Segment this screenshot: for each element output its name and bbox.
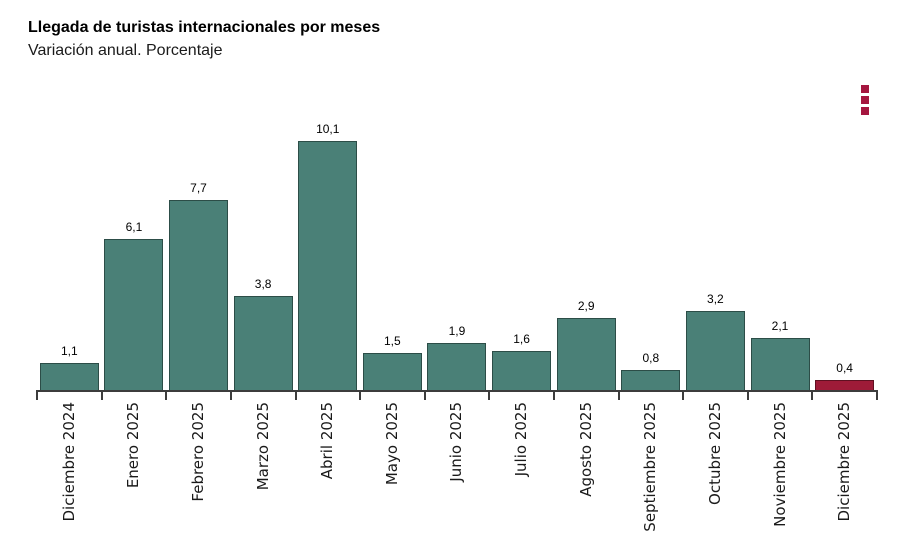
bar-cell: 3,2 <box>683 0 748 390</box>
bar-value-label: 0,4 <box>836 361 853 376</box>
x-axis-label: Septiembre 2025 <box>641 402 660 532</box>
bar[interactable] <box>233 296 293 390</box>
bar-cell: 1,5 <box>360 0 425 390</box>
x-axis-label-cell: Mayo 2025 <box>360 402 425 485</box>
x-axis-tick <box>682 391 685 400</box>
x-axis-label: Diciembre 2024 <box>59 402 78 522</box>
x-axis-label: Enero 2025 <box>124 402 143 489</box>
bar[interactable] <box>621 370 681 390</box>
x-axis-label: Junio 2025 <box>447 402 466 482</box>
x-axis-tick <box>294 391 297 400</box>
x-axis-label: Febrero 2025 <box>189 402 208 502</box>
bar-cell: 1,6 <box>489 0 554 390</box>
x-axis-label-cell: Diciembre 2024 <box>37 402 102 522</box>
bar-value-label: 6,1 <box>125 220 143 235</box>
bar[interactable] <box>427 343 487 390</box>
x-axis-tick <box>811 391 814 400</box>
kebab-menu-icon[interactable] <box>861 85 870 115</box>
bar-cell: 0,4 <box>812 0 877 390</box>
x-axis-line <box>36 390 878 392</box>
x-axis-ticks <box>36 391 878 401</box>
x-axis-tick <box>165 391 168 400</box>
bar[interactable] <box>169 199 229 390</box>
x-axis-label-cell: Noviembre 2025 <box>748 402 813 527</box>
x-axis-label: Agosto 2025 <box>576 402 595 497</box>
bar-value-label: 3,2 <box>707 292 724 306</box>
x-axis-tick <box>100 391 103 400</box>
x-axis-labels: Diciembre 2024 Enero 2025 Febrero 2025 Marz… <box>37 402 877 541</box>
menu-dot <box>861 85 869 93</box>
bar-cell: 1,9 <box>425 0 490 390</box>
x-axis-label: Marzo 2025 <box>253 402 272 491</box>
bar-value-label: 2,9 <box>577 299 595 314</box>
menu-dot <box>861 96 869 104</box>
bar-cell: 2,9 <box>554 0 619 390</box>
bar[interactable] <box>750 338 810 390</box>
x-axis-tick <box>876 391 878 400</box>
bar[interactable] <box>556 318 616 390</box>
bar[interactable] <box>362 353 422 390</box>
bar[interactable] <box>298 140 358 390</box>
x-axis-tick <box>423 391 426 400</box>
x-axis-tick <box>746 391 749 400</box>
x-axis-tick <box>359 391 362 400</box>
bar-cell: 1,1 <box>37 0 102 390</box>
bar-cell: 6,1 <box>102 0 167 390</box>
x-axis-label: Mayo 2025 <box>382 402 401 486</box>
x-axis-label-cell: Abril 2025 <box>295 402 360 479</box>
bar[interactable] <box>104 239 164 390</box>
x-axis-tick <box>488 391 491 400</box>
chart-title: Llegada de turistas internacionales por … <box>28 19 381 36</box>
x-axis-tick <box>36 391 38 400</box>
bar[interactable] <box>685 311 745 390</box>
bar-value-label: 2,1 <box>771 319 789 334</box>
bar-cell: 7,7 <box>166 0 231 390</box>
bar-value-label: 1,9 <box>448 324 466 339</box>
x-axis-label: Octubre 2025 <box>705 402 724 505</box>
bar-value-label: 3,8 <box>254 277 272 292</box>
x-axis-label: Julio 2025 <box>512 402 531 477</box>
x-axis-label-cell: Diciembre 2025 <box>812 402 877 522</box>
x-axis-label-cell: Febrero 2025 <box>166 402 231 502</box>
bar-cell: 2,1 <box>748 0 813 390</box>
x-axis-label-cell: Octubre 2025 <box>683 402 748 505</box>
bar-chart-plot: 1,1 6,1 7,7 3,8 10,1 1,5 1,9 1,6 2,9 0,8 3,2 2,1 0,4 <box>37 0 877 390</box>
bar-value-label: 10,1 <box>316 121 340 136</box>
bar-value-label: 1,6 <box>513 331 530 346</box>
bar-cell: 10,1 <box>295 0 360 390</box>
x-axis-tick <box>552 391 555 400</box>
chart-subtitle: Variación anual. Porcentaje <box>28 42 223 59</box>
x-axis-label-cell: Marzo 2025 <box>231 402 296 490</box>
x-axis-tick <box>229 391 232 400</box>
bar-value-label: 0,8 <box>642 351 660 366</box>
x-axis-label: Diciembre 2025 <box>835 402 854 522</box>
x-axis-label: Noviembre 2025 <box>770 402 789 527</box>
x-axis-label-cell: Agosto 2025 <box>554 402 619 497</box>
x-axis-label-cell: Enero 2025 <box>102 402 167 488</box>
x-axis-label-cell: Julio 2025 <box>489 402 554 476</box>
x-axis-tick <box>617 391 620 400</box>
bar-cell: 3,8 <box>231 0 296 390</box>
bar-cell: 0,8 <box>618 0 683 390</box>
x-axis-label-cell: Septiembre 2025 <box>618 402 683 532</box>
menu-dot <box>861 107 869 115</box>
bar[interactable] <box>492 350 552 390</box>
bar[interactable] <box>39 362 99 390</box>
bar-value-label: 7,7 <box>190 180 207 195</box>
bar-value-label: 1,5 <box>384 334 401 348</box>
x-axis-label: Abril 2025 <box>318 402 337 480</box>
x-axis-label-cell: Junio 2025 <box>425 402 490 482</box>
chart-header: Llegada de turistas internacionales por … <box>28 18 380 61</box>
bar[interactable] <box>815 380 875 390</box>
bar-value-label: 1,1 <box>60 343 78 358</box>
